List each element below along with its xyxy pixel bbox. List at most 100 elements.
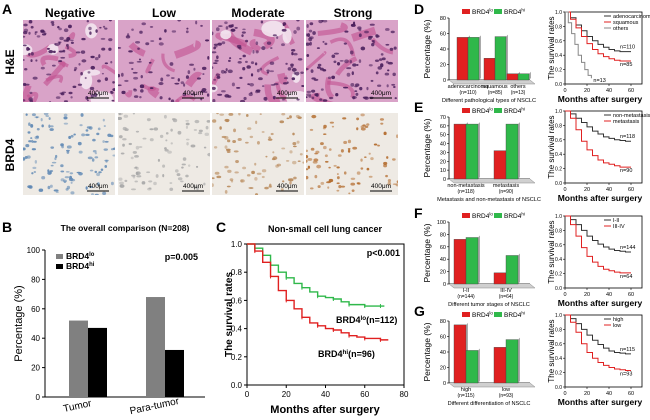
chart-D-legend-label: BRD4lo — [472, 8, 493, 16]
chart-b-y-tick-label: 0 — [36, 393, 41, 402]
he-micrograph-low: 400μm — [118, 20, 210, 102]
chart-F-y-tick-label: 100 — [437, 220, 446, 226]
chart-E-bar-BRD4hi-non-metastasis — [465, 123, 479, 180]
column-header-low: Low — [152, 6, 177, 20]
chart-E-km-y-tick-label: 0.2 — [555, 167, 562, 173]
chart-E-km-x-tick-label: 20 — [584, 187, 590, 193]
chart-D-floor — [448, 79, 536, 85]
chart-D-bar-depth — [479, 35, 481, 80]
brd4-micrograph-strong: 400μm — [306, 113, 398, 195]
chart-c-x-tick-label: 60 — [360, 390, 369, 399]
chart-D-bar-BRD4hi-adenocarcinoma — [467, 37, 480, 81]
panel-label-g: G — [414, 303, 425, 319]
chart-F-km-n-label: n=64 — [620, 274, 632, 280]
chart-G-legend-label: BRD4lo — [472, 311, 493, 319]
panel-d-km-group: 0.0 0.2 0.4 0.6 0.8 1.0 0 20 40 60 The survival ra… — [547, 10, 650, 104]
scale-bar-label: 400μm — [371, 183, 391, 190]
chart-G-km-x-tick-label: 0 — [563, 391, 566, 397]
chart-E-km-y-tick-label: 0.0 — [555, 181, 562, 187]
chart-D-km-x-label: Months after surgery — [558, 94, 643, 104]
chart-b-legend-swatch — [56, 254, 63, 259]
chart-b-pvalue: p=0.005 — [165, 252, 198, 262]
chart-D-km-n-label: n=110 — [620, 45, 635, 51]
row-label-brd4: BRD4 — [3, 138, 17, 171]
chart-c-x-tick-label: 40 — [321, 390, 330, 399]
chart-F-legend-label: BRD4lo — [472, 212, 493, 220]
chart-F-km-x-tick-label: 0 — [563, 292, 566, 298]
chart-D-x-tick-n: (n=13) — [511, 90, 526, 96]
panel-label-c: C — [216, 219, 226, 235]
chart-b-bar-BRD4lo-Para-tumor — [146, 297, 165, 397]
chart-G-x-label: Different differentiation of NSCLC — [448, 401, 531, 407]
chart-D-km-y-tick-label: 0.4 — [555, 53, 562, 59]
chart-c-y-label: The survival rates — [224, 272, 235, 357]
chart-D-y-label: Percentage (%) — [422, 19, 432, 78]
chart-D-bar-BRD4hi-others — [517, 73, 530, 81]
chart-F-km-x-tick-label: 60 — [628, 292, 634, 298]
chart-G-km-curve-low — [565, 314, 631, 371]
chart-G-y-tick-label: 60 — [440, 335, 446, 341]
chart-G-km-y-label: The survival rates — [547, 319, 556, 382]
chart-D-bar-BRD4lo-others — [506, 73, 519, 81]
chart-c-y-tick-label: 1.0 — [231, 240, 243, 249]
chart-F-km-x-label: Months after surgery — [558, 298, 643, 308]
chart-F-y-tick-label: 20 — [440, 270, 446, 276]
chart-E-y-tick-label: 30 — [440, 150, 446, 156]
chart-b-legend-swatch — [56, 264, 63, 269]
chart-G-y-tick-label: 0 — [443, 381, 446, 387]
chart-E-km-legend-label: metastasis — [613, 119, 640, 125]
row-label-he: H&E — [3, 49, 17, 74]
chart-D-km-y-tick-label: 0.0 — [555, 82, 562, 88]
chart-F-km-curve-I-II — [565, 215, 631, 253]
chart-D-km-n-label: n=13 — [593, 78, 605, 84]
chart-E-legend-swatch — [462, 108, 470, 113]
chart-E-legend-label: BRD4hi — [504, 107, 525, 115]
he-micrograph-strong: 400μm — [306, 20, 398, 102]
chart-G-x-tick-label: low — [502, 387, 510, 393]
chart-G-x-tick-label: high — [461, 387, 471, 393]
chart-D-bar-BRD4lo-adenocarcinoma — [456, 37, 469, 81]
chart-E-y-tick-label: 0 — [443, 177, 446, 183]
chart-F-km-legend-label: I-II — [613, 218, 620, 224]
chart-G-km-n-label: n=115 — [620, 347, 635, 353]
chart-D-km-curve-others — [565, 11, 592, 79]
chart-c-title: Non-small cell lung cancer — [268, 224, 383, 234]
chart-D-legend-swatch — [494, 9, 502, 14]
chart-b-y-label: Percentage (%) — [13, 285, 25, 361]
chart-G-km-y-tick-label: 0.4 — [555, 356, 562, 362]
chart-D-km-y-tick-label: 0.2 — [555, 68, 562, 74]
chart-b-bar-BRD4lo-Tumor — [69, 320, 88, 397]
chart-F-bar-BRD4lo-I-II — [453, 239, 467, 285]
chart-D-bar-depth — [506, 34, 508, 80]
chart-D-x-tick-n: (n=85) — [488, 90, 503, 96]
chart-D-legend-swatch — [462, 9, 470, 14]
chart-F-x-tick-n: (n=64) — [499, 294, 514, 300]
chart-E-floor — [448, 178, 536, 184]
chart-F-legend-swatch — [494, 213, 502, 218]
chart-D-y-tick-label: 60 — [440, 32, 446, 38]
chart-E-km-x-tick-label: 40 — [606, 187, 612, 193]
chart-G-km-y-tick-label: 0.6 — [555, 342, 562, 348]
chart-b-y-tick-label: 80 — [31, 275, 40, 284]
chart-F-km-x-tick-label: 20 — [584, 292, 590, 298]
chart-G-y-tick-label: 20 — [440, 366, 446, 372]
chart-G-bar-BRD4hi-low — [505, 339, 519, 384]
chart-F-km-y-tick-label: 0.8 — [555, 228, 562, 234]
chart-D-km-curve-squamous — [565, 11, 631, 62]
chart-F-bar-depth — [478, 235, 480, 284]
chart-c-x-tick-label: 80 — [400, 390, 409, 399]
scale-bar-label: 400μm — [277, 183, 297, 190]
chart-D-km-x-tick-label: 0 — [563, 88, 566, 94]
chart-D-km-plot-frame — [564, 11, 643, 85]
chart-D-km-x-tick-label: 40 — [606, 88, 612, 94]
chart-b-bar-BRD4hi-Para-tumor — [165, 349, 184, 397]
chart-D-km-y-tick-label: 0.6 — [555, 39, 562, 45]
chart-G-km-plot-frame — [564, 314, 643, 388]
chart-D-x-label: Different pathological types of NSCLC — [442, 98, 536, 104]
panel-b-bar-chart: The overall comparison (N=208) 0 20 40 60 80 1… — [13, 223, 205, 417]
chart-F-bar-BRD4hi-I-II — [465, 237, 479, 285]
chart-E-km-n-label: n=90 — [620, 168, 632, 174]
chart-F-km-y-tick-label: 0.4 — [555, 257, 562, 263]
chart-E-x-tick-n: (n=118) — [457, 189, 474, 195]
